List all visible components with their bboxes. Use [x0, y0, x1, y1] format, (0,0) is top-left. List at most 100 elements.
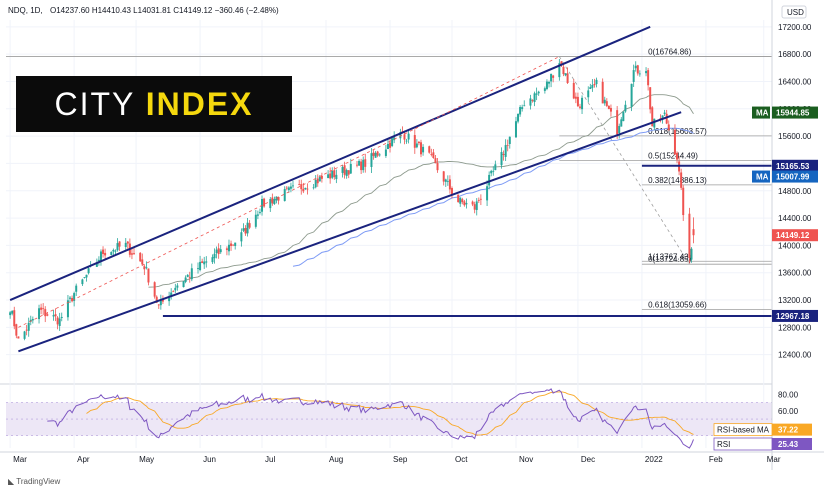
candle-body: [9, 312, 12, 316]
fib-level-label: 0.382(14886.13): [648, 176, 707, 185]
time-tick-label: Dec: [581, 455, 595, 464]
candle-body: [190, 268, 193, 280]
candle-body: [331, 170, 334, 178]
price-tag-prefix: MA: [756, 109, 769, 118]
candle-body: [248, 223, 251, 228]
candle-body: [374, 152, 377, 158]
rsi-tag-box: [772, 438, 812, 450]
candle-body: [157, 304, 160, 306]
candle-body: [372, 152, 375, 156]
rsi-line: [47, 388, 694, 449]
candle-body: [420, 142, 423, 155]
candle-body: [616, 110, 619, 135]
candle-body: [609, 107, 612, 112]
candle-body: [71, 297, 74, 302]
candle-body: [38, 308, 41, 320]
tradingview-logo-icon: ◣: [8, 477, 17, 486]
candle-body: [444, 179, 447, 182]
candle-body: [692, 229, 695, 236]
candle-body: [618, 126, 621, 133]
candle-body: [647, 70, 650, 86]
candle-body: [680, 172, 683, 188]
candle-body: [110, 251, 113, 256]
candle-body: [490, 170, 493, 174]
candle-body: [66, 300, 69, 318]
candle-body: [537, 91, 540, 94]
candle-body: [182, 281, 185, 288]
time-tick-label: Oct: [455, 455, 468, 464]
candle-body: [258, 212, 261, 213]
candle-body: [391, 138, 394, 146]
candle-body: [170, 292, 173, 296]
price-tag-value: 15944.85: [776, 109, 810, 118]
moving-averages: [148, 94, 694, 288]
candle-body: [471, 201, 474, 205]
candle-body: [370, 153, 373, 167]
price-tick-label: 13200.00: [778, 296, 812, 305]
candle-body: [422, 146, 425, 153]
candle-body: [459, 197, 462, 204]
candle-body: [73, 293, 76, 301]
price-tick-label: 13600.00: [778, 269, 812, 278]
candle-body: [651, 107, 654, 127]
candle-body: [159, 299, 162, 306]
candle-body: [465, 203, 468, 205]
fib-level-label: 0(16764.86): [648, 48, 691, 57]
candle-body: [504, 145, 507, 157]
price-tag-value: 14149.12: [776, 231, 810, 240]
candle-body: [517, 113, 520, 122]
trend-lines[interactable]: [9, 25, 772, 353]
fib-level-label: 0.618(13059.66): [648, 301, 707, 310]
time-axis[interactable]: Mar Apr May Jun Jul Aug Sep Oct Nov Dec 2022 Feb Mar: [13, 455, 781, 464]
candle-body: [318, 176, 321, 182]
fib-level-label: 0.5(15244.49): [648, 151, 698, 160]
candle-body: [219, 249, 222, 253]
candle-body: [463, 201, 466, 206]
candle-body: [399, 132, 402, 139]
candle-body: [341, 167, 344, 173]
city-index-logo: CITY INDEX: [16, 76, 292, 132]
candle-body: [442, 171, 445, 182]
candle-body: [316, 178, 319, 184]
candle-body: [25, 329, 28, 331]
time-tick-label: 2022: [645, 455, 663, 464]
rsi-tick-label: 80.00: [778, 390, 799, 399]
candle-body: [83, 277, 86, 278]
price-tick-label: 16400.00: [778, 77, 812, 86]
candle-body: [492, 170, 495, 172]
candle-body: [417, 141, 420, 144]
candle-body: [595, 79, 598, 85]
candle-body: [661, 115, 664, 119]
candle-body: [277, 197, 280, 201]
candle-body: [358, 160, 361, 166]
candle-body: [638, 73, 641, 75]
ma-100-line: [292, 127, 694, 267]
candle-body: [473, 204, 476, 210]
price-tag-box: [772, 309, 818, 322]
candle-body: [434, 158, 437, 164]
candle-body: [486, 186, 489, 201]
time-tick-label: Aug: [329, 455, 343, 464]
candle-body: [360, 161, 363, 171]
candle-body: [601, 81, 604, 104]
candle-body: [506, 144, 509, 146]
candle-body: [347, 170, 350, 175]
channel-lower-line: [18, 111, 682, 353]
time-tick-label: Sep: [393, 455, 408, 464]
candle-body: [168, 297, 171, 302]
currency-badge[interactable]: [781, 5, 807, 19]
price-tick-label: 14800.00: [778, 187, 812, 196]
candle-body: [432, 152, 435, 158]
candle-body: [566, 73, 569, 83]
candle-body: [143, 266, 146, 270]
candle-body: [415, 143, 418, 148]
candle-body: [176, 285, 179, 288]
fib-level-label: 0(13724.85): [648, 255, 691, 264]
logo-word-city: CITY: [54, 86, 135, 122]
price-tag-prefix-box: [752, 170, 770, 183]
candle-body: [362, 159, 365, 171]
candle-body: [327, 174, 330, 179]
candle-body: [535, 93, 538, 95]
candle-body: [587, 90, 590, 98]
